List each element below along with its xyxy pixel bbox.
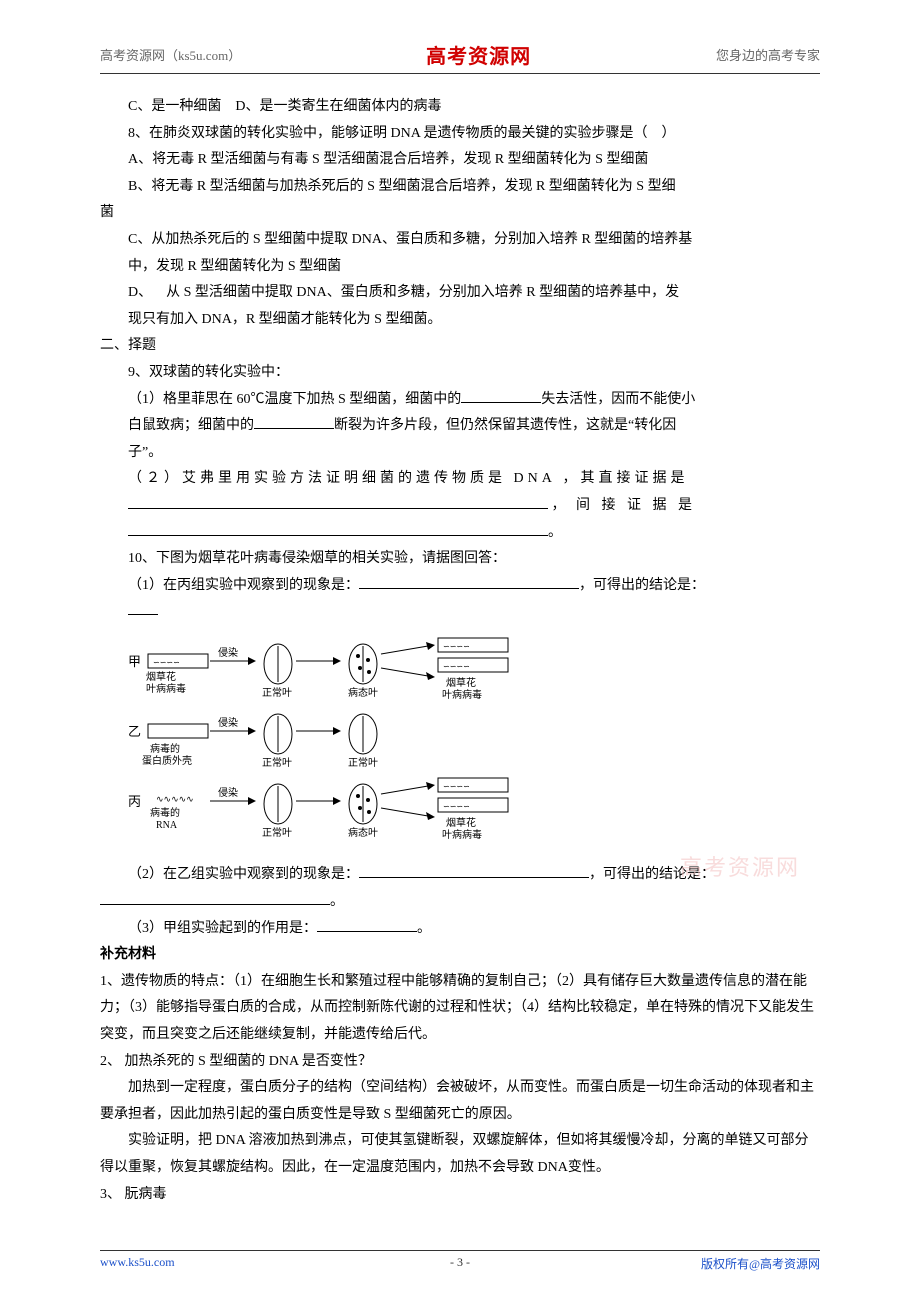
svg-text:病毒的: 病毒的 bbox=[150, 806, 180, 819]
header-title: 高考资源网 bbox=[426, 40, 531, 69]
svg-text:叶病病毒: 叶病病毒 bbox=[146, 682, 186, 695]
q10-p2b: ，可得出的结论是： bbox=[589, 867, 715, 882]
q9-p1e: 子”。 bbox=[100, 440, 820, 467]
svg-text:烟草花: 烟草花 bbox=[446, 816, 476, 829]
svg-text:甲: 甲 bbox=[128, 654, 141, 669]
q7-optD: D、是一类寄生在细菌体内的病毒 bbox=[235, 99, 441, 114]
svg-text:正常叶: 正常叶 bbox=[348, 756, 378, 769]
q8-optB-2: 菌 bbox=[100, 200, 820, 227]
q9-p2a: （２）艾弗里用实验方法证明细菌的遗传物质是 DNA ，其直接证据是 bbox=[100, 466, 820, 493]
header-right: 您身边的高考专家 bbox=[716, 45, 820, 64]
blank-long bbox=[128, 494, 548, 509]
q10-p2: （2）在乙组实验中观察到的现象是： ，可得出的结论是： bbox=[100, 862, 820, 889]
q9-stem: 9、双球菌的转化实验中： bbox=[100, 360, 820, 387]
supplement-title: 补充材料 bbox=[100, 942, 820, 969]
q9-p1a: （1）格里菲思在 60℃温度下加热 S 型细菌，细菌中的 bbox=[128, 392, 461, 407]
q9-p2c: 间 接 证 据 是 bbox=[576, 498, 696, 513]
blank bbox=[359, 863, 589, 878]
supplement-p3: 3、 朊病毒 bbox=[100, 1182, 820, 1209]
svg-text:正常叶: 正常叶 bbox=[262, 686, 292, 699]
q10-stem: 10、下图为烟草花叶病毒侵染烟草的相关实验，请据图回答： bbox=[100, 546, 820, 573]
blank bbox=[461, 388, 541, 403]
blank-long bbox=[128, 521, 548, 536]
svg-text:正常叶: 正常叶 bbox=[262, 756, 292, 769]
supplement-p2b: 实验证明，把 DNA 溶液加热到沸点，可使其氢键断裂，双螺旋解体，但如将其缓慢冷… bbox=[100, 1128, 820, 1181]
svg-text:∽∽∽∽: ∽∽∽∽ bbox=[443, 662, 470, 671]
q10-p1a: （1）在丙组实验中观察到的现象是： bbox=[128, 578, 359, 593]
q10-p1: （1）在丙组实验中观察到的现象是： ，可得出的结论是： bbox=[100, 573, 820, 600]
supplement-p2a: 加热到一定程度，蛋白质分子的结构（空间结构）会被破坏，从而变性。而蛋白质是一切生… bbox=[100, 1075, 820, 1128]
q10-p3b: 。 bbox=[417, 921, 431, 936]
svg-text:叶病病毒: 叶病病毒 bbox=[442, 828, 482, 841]
svg-text:烟草花: 烟草花 bbox=[446, 676, 476, 689]
svg-text:∽∽∽∽: ∽∽∽∽ bbox=[443, 782, 470, 791]
q9-p2d: 。 bbox=[548, 525, 562, 540]
svg-text:侵染: 侵染 bbox=[218, 716, 238, 729]
q10-p2a: （2）在乙组实验中观察到的现象是： bbox=[128, 867, 359, 882]
q9-p1: （1）格里菲思在 60℃温度下加热 S 型细菌，细菌中的 失去活性，因而不能使小 bbox=[100, 387, 820, 414]
q9-p2-line: ， 间 接 证 据 是 bbox=[100, 493, 820, 520]
svg-text:∽∽∽∽: ∽∽∽∽ bbox=[443, 802, 470, 811]
q7-optC: C、是一种细菌 bbox=[128, 99, 221, 114]
svg-text:∿∿∿∿∿: ∿∿∿∿∿ bbox=[156, 794, 194, 804]
footer-left: www.ks5u.com bbox=[100, 1255, 175, 1272]
q8-optB-1: B、将无毒 R 型活细菌与加热杀死后的 S 型细菌混合后培养，发现 R 型细菌转… bbox=[100, 174, 820, 201]
header-left: 高考资源网（ks5u.com） bbox=[100, 45, 241, 64]
document-body: C、是一种细菌 D、是一类寄生在细菌体内的病毒 8、在肺炎双球菌的转化实验中，能… bbox=[100, 94, 820, 1208]
q8-optD-2: 现只有加入 DNA，R 型细菌才能转化为 S 型细菌。 bbox=[100, 307, 820, 334]
q8-optA: A、将无毒 R 型活细菌与有毒 S 型活细菌混合后培养，发现 R 型细菌转化为 … bbox=[100, 147, 820, 174]
blank bbox=[359, 574, 579, 589]
svg-text:侵染: 侵染 bbox=[218, 646, 238, 659]
q8-optC-2: 中，发现 R 型细菌转化为 S 型细菌 bbox=[100, 254, 820, 281]
supplement-p2-title: 2、 加热杀死的 S 型细菌的 DNA 是否变性？ bbox=[100, 1049, 820, 1076]
q10-p2c: 。 bbox=[330, 894, 344, 909]
section-2-label: 二、择题 bbox=[100, 333, 820, 360]
svg-text:丙: 丙 bbox=[128, 794, 141, 809]
q9-p1d: 断裂为许多片段，但仍然保留其遗传性，这就是“转化因 bbox=[334, 418, 676, 433]
svg-text:侵染: 侵染 bbox=[218, 786, 238, 799]
q9-p1c: 白鼠致病；细菌中的 bbox=[128, 418, 254, 433]
svg-text:烟草花: 烟草花 bbox=[146, 670, 176, 683]
q9-p1b: 失去活性，因而不能使小 bbox=[541, 392, 695, 407]
supplement-p1: 1、遗传物质的特点：（1）在细胞生长和繁殖过程中能够精确的复制自己；（2）具有储… bbox=[100, 969, 820, 1049]
svg-text:乙: 乙 bbox=[128, 724, 141, 739]
q8-optC-1: C、从加热杀死后的 S 型细菌中提取 DNA、蛋白质和多糖，分别加入培养 R 型… bbox=[100, 227, 820, 254]
q8-optD-1: D、 从 S 型活细菌中提取 DNA、蛋白质和多糖，分别加入培养 R 型细菌的培… bbox=[100, 280, 820, 307]
blank bbox=[100, 890, 330, 905]
q9-p2-line2: 。 bbox=[100, 520, 820, 547]
footer-right: 版权所有@高考资源网 bbox=[701, 1255, 820, 1272]
svg-text:RNA: RNA bbox=[156, 820, 178, 831]
q10-p3a: （3）甲组实验起到的作用是： bbox=[128, 921, 317, 936]
q10-p1b: ，可得出的结论是： bbox=[579, 578, 705, 593]
blank bbox=[317, 917, 417, 932]
footer-page-number: - 3 - bbox=[450, 1255, 470, 1270]
q10-p3: （3）甲组实验起到的作用是： 。 bbox=[100, 916, 820, 943]
svg-text:蛋白质外壳: 蛋白质外壳 bbox=[142, 754, 192, 767]
q9-p2b: ， bbox=[552, 498, 566, 513]
svg-text:病态叶: 病态叶 bbox=[348, 686, 378, 699]
svg-text:病态叶: 病态叶 bbox=[348, 826, 378, 839]
blank bbox=[254, 414, 334, 429]
svg-text:∽∽∽∽: ∽∽∽∽ bbox=[443, 642, 470, 651]
q9-p1-cont: 白鼠致病；细菌中的 断裂为许多片段，但仍然保留其遗传性，这就是“转化因 bbox=[100, 413, 820, 440]
q10-p2c-line: 。 bbox=[100, 889, 820, 916]
svg-text:∽∽∽∽: ∽∽∽∽ bbox=[153, 658, 180, 667]
experiment-figure: 甲 ∽∽∽∽ 烟草花 叶病病毒 侵染 正常叶 病态叶 ∽∽∽∽ bbox=[128, 634, 820, 855]
svg-text:叶病病毒: 叶病病毒 bbox=[442, 688, 482, 701]
page-footer: www.ks5u.com - 3 - 版权所有@高考资源网 bbox=[100, 1250, 820, 1272]
svg-text:正常叶: 正常叶 bbox=[262, 826, 292, 839]
q7-options: C、是一种细菌 D、是一类寄生在细菌体内的病毒 bbox=[100, 94, 820, 121]
page-header: 高考资源网（ks5u.com） 高考资源网 您身边的高考专家 bbox=[100, 40, 820, 74]
svg-text:病毒的: 病毒的 bbox=[150, 742, 180, 755]
blank bbox=[128, 600, 158, 615]
q10-p1c bbox=[100, 599, 820, 626]
figure-svg: 甲 ∽∽∽∽ 烟草花 叶病病毒 侵染 正常叶 病态叶 ∽∽∽∽ bbox=[128, 634, 608, 844]
q8-stem: 8、在肺炎双球菌的转化实验中，能够证明 DNA 是遗传物质的最关键的实验步骤是（… bbox=[100, 121, 820, 148]
